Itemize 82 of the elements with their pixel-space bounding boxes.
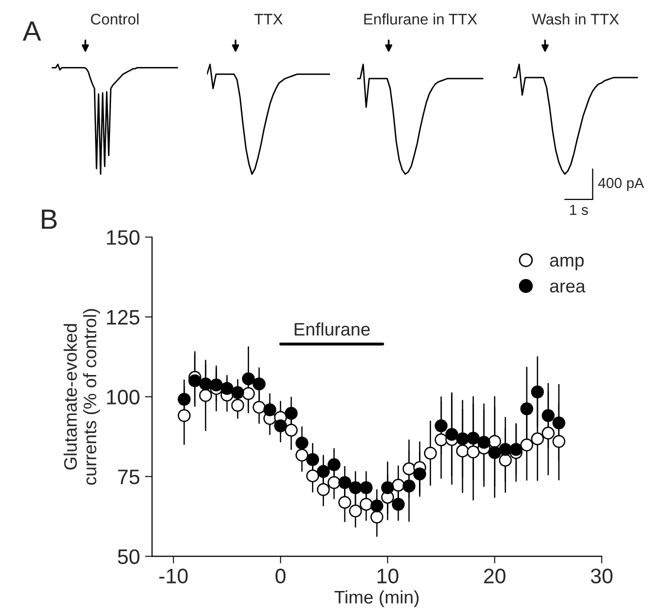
chart-title: TTX: [254, 14, 283, 24]
point: [402, 462, 416, 476]
point: [242, 372, 255, 386]
chart-title: Enflurane in TTX: [364, 13, 478, 25]
y-tick-label: 75: [118, 470, 140, 484]
text: 1 s: [570, 204, 588, 215]
x-tick-label: 10: [378, 568, 398, 584]
point: [220, 382, 234, 395]
point: [360, 498, 373, 511]
point: [274, 419, 287, 432]
point: [466, 446, 480, 458]
y-tick-label: 50: [118, 549, 140, 564]
point: [284, 406, 298, 420]
y-axis-title: Glutamate-evoked currents (% of control): [64, 309, 100, 485]
point: [392, 498, 405, 511]
point: [413, 468, 426, 480]
text: A: [22, 22, 42, 41]
point: [498, 454, 512, 467]
x-tick-label: 20: [484, 568, 506, 584]
point: [306, 469, 320, 482]
legend-label: area: [550, 282, 586, 292]
point: [349, 481, 362, 494]
point: [210, 378, 223, 392]
point: [520, 438, 534, 452]
point: [296, 436, 308, 450]
point: [381, 481, 394, 494]
point: [456, 444, 469, 458]
chart-title: Wash in TTX: [532, 13, 619, 25]
point: [231, 398, 244, 412]
x-tick-label: 30: [590, 568, 612, 584]
point: [520, 402, 534, 416]
y-tick-label: 150: [107, 230, 140, 245]
point: [360, 481, 373, 494]
point: [402, 480, 416, 493]
y-tick-label: 100: [107, 390, 140, 404]
point: [242, 387, 255, 400]
point: [328, 476, 340, 490]
point: [338, 476, 352, 490]
point: [542, 409, 555, 422]
text: 400 pA: [598, 178, 644, 192]
legend-label: amp: [550, 256, 584, 270]
point: [542, 426, 555, 440]
x-tick-label: 0: [276, 568, 286, 584]
point: [531, 432, 544, 446]
chart-title: B: [42, 210, 57, 229]
point: [370, 510, 384, 524]
point: [445, 428, 458, 441]
chart-title: Control: [90, 13, 138, 25]
point: [338, 496, 352, 509]
annotation: Enflurane: [294, 322, 370, 336]
point: [552, 434, 566, 448]
point: [199, 389, 212, 402]
point: [188, 374, 202, 388]
point: [466, 432, 480, 445]
point: [456, 432, 469, 446]
point: [488, 446, 502, 460]
y-tick-label: 125: [107, 310, 140, 325]
point: [178, 409, 191, 422]
point: [231, 386, 244, 400]
point: [328, 458, 340, 472]
point: [434, 419, 448, 432]
point: [306, 453, 320, 466]
point: [531, 385, 544, 398]
x-tick-label: -10: [159, 568, 188, 584]
point: [478, 436, 490, 449]
point: [252, 400, 266, 414]
point: [199, 378, 212, 390]
point: [349, 504, 362, 518]
point: [498, 442, 512, 456]
point: [178, 392, 191, 406]
point: [424, 446, 437, 460]
point: [263, 403, 276, 416]
point: [370, 499, 384, 512]
point: [316, 483, 330, 496]
x-axis-title: Time (min): [334, 590, 419, 608]
point: [316, 464, 330, 478]
point: [434, 433, 448, 446]
point: [510, 442, 522, 456]
point: [296, 448, 308, 462]
point: [284, 424, 298, 437]
point: [252, 378, 266, 390]
point: [552, 416, 566, 430]
